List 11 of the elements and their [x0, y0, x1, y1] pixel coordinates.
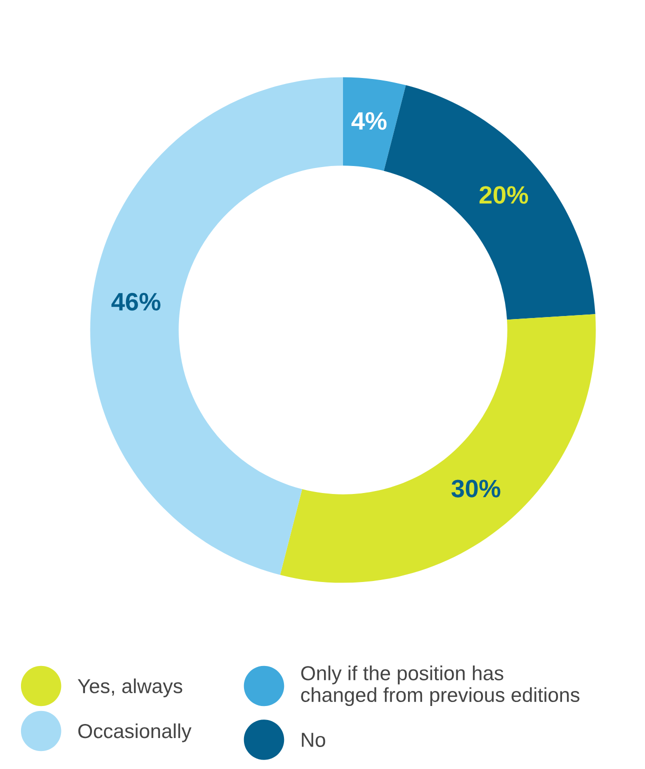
donut-slice	[343, 77, 406, 171]
legend-label: Occasionally	[78, 723, 192, 742]
legend-label: Only if the position has changed from previous editions	[301, 666, 580, 706]
data-label: 30%	[452, 480, 500, 498]
data-label: 20%	[480, 186, 528, 204]
data-label: 46%	[111, 292, 160, 311]
data-label: 4%	[351, 112, 387, 130]
legend-label: Yes, always	[78, 678, 182, 698]
legend-label: No	[302, 732, 326, 747]
donut-slice	[90, 77, 343, 575]
donut-slice	[280, 314, 596, 583]
